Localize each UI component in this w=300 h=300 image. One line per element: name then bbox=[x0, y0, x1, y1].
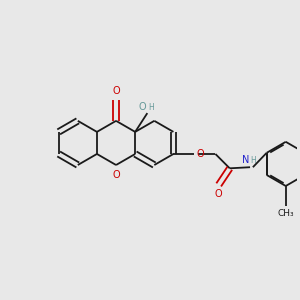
Text: H: H bbox=[148, 103, 154, 112]
Text: N: N bbox=[242, 155, 250, 165]
Text: O: O bbox=[139, 102, 146, 112]
Text: O: O bbox=[112, 86, 120, 97]
Text: O: O bbox=[112, 170, 120, 180]
Text: H: H bbox=[250, 156, 256, 165]
Text: CH₃: CH₃ bbox=[278, 209, 294, 218]
Text: O: O bbox=[196, 149, 204, 159]
Text: O: O bbox=[214, 189, 222, 199]
